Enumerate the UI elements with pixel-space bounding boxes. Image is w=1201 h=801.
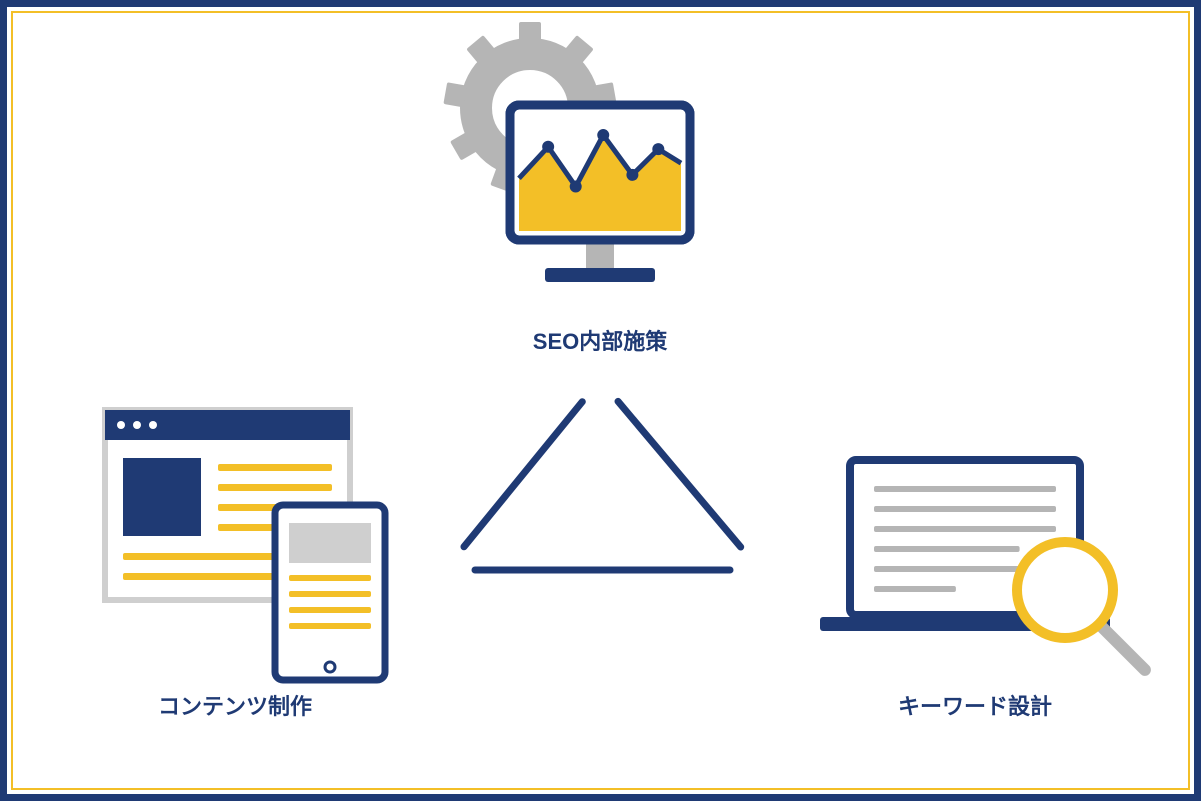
scene-svg bbox=[0, 0, 1201, 801]
label-keyword: キーワード設計 bbox=[825, 689, 1125, 721]
label-seo: SEO内部施策 bbox=[450, 324, 750, 356]
content-phone-icon bbox=[275, 505, 385, 680]
diagram-root: SEO内部施策 コンテンツ制作 キーワード設計 bbox=[0, 0, 1201, 801]
label-content: コンテンツ制作 bbox=[85, 689, 385, 721]
